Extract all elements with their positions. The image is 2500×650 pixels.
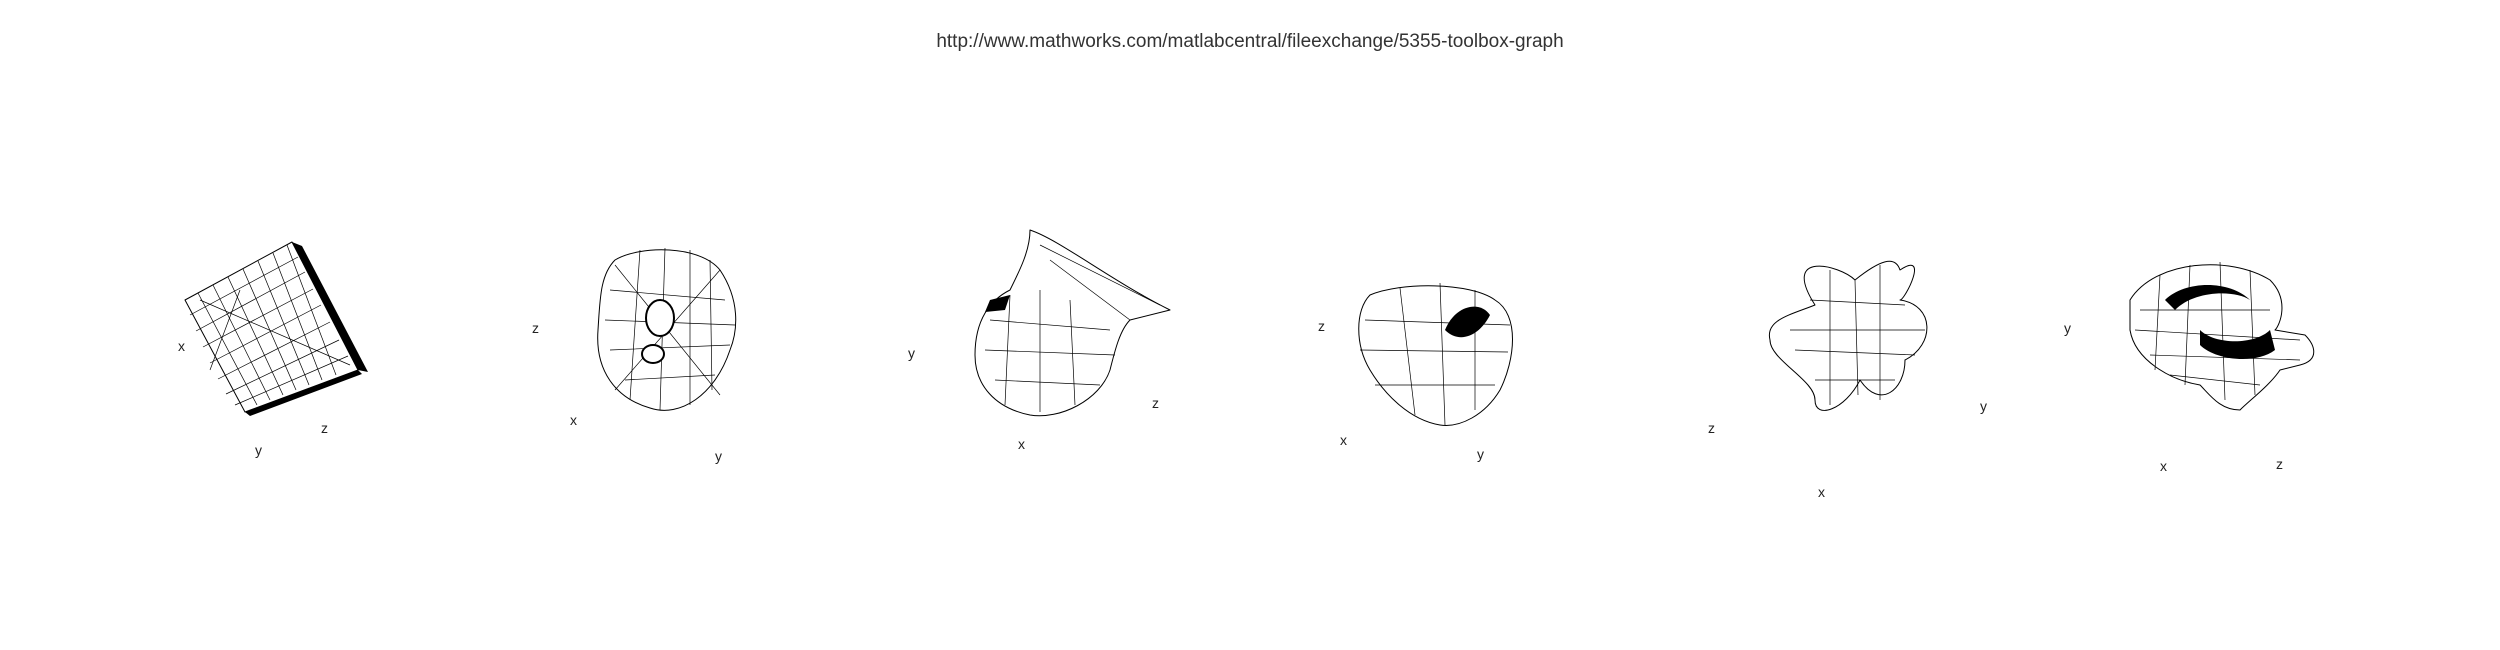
panel4-z-label: z (1318, 318, 1325, 334)
panel2-y-label: y (715, 448, 722, 464)
panel5-y-label: y (1980, 398, 1987, 414)
panel4-y-label: y (1477, 446, 1484, 462)
panel5-x-label: x (1818, 484, 1825, 500)
panel1-x-label: x (178, 338, 185, 354)
panel1-z-label: z (321, 420, 328, 436)
mesh-double-hole (597, 247, 737, 411)
page-url-title: http://www.mathworks.com/matlabcentral/f… (936, 31, 1564, 52)
mesh-knot (2129, 261, 2315, 411)
panel6-y-label: y (2064, 320, 2071, 336)
panel6-z-label: z (2276, 456, 2283, 472)
mesh-cube (184, 241, 368, 416)
cube-face-front (184, 241, 359, 413)
panel3-y-label: y (908, 345, 915, 361)
bunny-dark-patch (985, 295, 1010, 312)
blob-dark-patch (1445, 306, 1490, 338)
cube-edge-right (292, 242, 368, 372)
panel3-x-label: x (1018, 436, 1025, 452)
panel3-z-label: z (1152, 395, 1159, 411)
mesh-blob (1358, 282, 1513, 426)
mesh-bunny (974, 229, 1171, 417)
panel6-x-label: x (2160, 458, 2167, 474)
panel2-z-label: z (532, 320, 539, 336)
mesh-star (1768, 260, 1928, 411)
cube-mesh-lines (189, 244, 351, 406)
panel2-x-label: x (570, 412, 577, 428)
cube-edge-bottom (245, 370, 362, 416)
panel5-z-label: z (1708, 420, 1715, 436)
panel4-x-label: x (1340, 432, 1347, 448)
panel1-y-label: y (255, 442, 262, 458)
